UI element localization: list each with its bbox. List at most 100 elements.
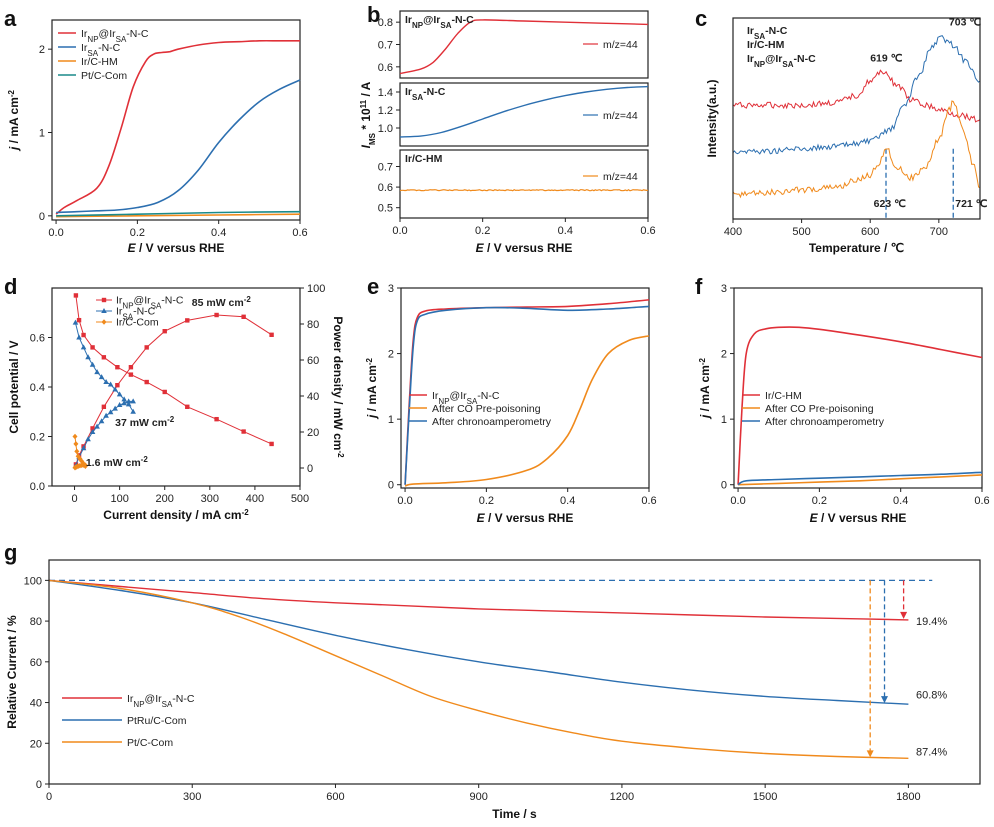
panel-d-annotation: 85 mW cm-2 <box>192 295 252 310</box>
panel-e-x-tick-label: 0.6 <box>641 495 656 507</box>
panel-g-legend-entry-part: PtRu/C-Com <box>127 715 187 727</box>
panel-c-series <box>732 69 981 123</box>
panel-a-legend-entry-part: Ir <box>81 42 88 54</box>
panel-d-point <box>125 398 132 404</box>
panel-c-legend-entry-part: Ir <box>747 53 754 65</box>
panel-d-point <box>269 441 274 447</box>
panel-a-series <box>56 210 301 217</box>
panel-a-legend-entry: IrNP@IrSA-N-C <box>81 28 149 44</box>
panel-g-legend-entry-part: Ir <box>127 693 134 705</box>
panel-a-x-tick-label: 0.6 <box>292 227 307 239</box>
panel-a-x-tick-label: 0.2 <box>130 227 145 239</box>
panel-g-x-tick-label: 1500 <box>753 791 777 803</box>
panel-f-legend-entry: After chronoamperometry <box>765 416 885 428</box>
panel-d-point <box>85 354 91 360</box>
panel-d-legend-entry-part: -N-C <box>133 306 156 318</box>
panel-g-axes <box>48 559 981 785</box>
panel-b-xlabel: E / V versus RHE <box>476 241 573 255</box>
panel-d-point <box>107 409 114 415</box>
panel-g-legend-entry: IrNP@IrSA-N-C <box>127 693 195 709</box>
panel-d-point <box>90 345 95 350</box>
panel-g-y-tick-label: 60 <box>30 657 42 669</box>
panel-d-point <box>75 453 81 460</box>
panel-f-ylabel-part: -2 <box>698 357 707 365</box>
panel-c-legend-entry-part: SA <box>754 32 765 41</box>
panel-d-legend-entry-part: -N-C <box>161 295 184 307</box>
panel-d-legend-entry-part: Ir/C-Com <box>116 317 159 329</box>
panel-g-arrowhead <box>866 750 874 758</box>
panel-d-point <box>76 317 82 323</box>
panel-label-e: e <box>367 274 379 299</box>
panel-b-ylabel: IMS * 1011 / A <box>359 81 377 148</box>
panel-a-x-tick-label: 0.0 <box>48 227 63 239</box>
panel-f-x-tick-label: 0.4 <box>893 495 908 507</box>
panel-c-annotation: 703 ℃ <box>949 16 981 28</box>
panel-b-series <box>399 188 649 192</box>
panel-b-mz-label: m/z=44 <box>603 110 638 122</box>
panel-b-y-tick-label: 0.5 <box>378 203 393 215</box>
panel-c-legend-entry-part: -N-C <box>765 25 788 37</box>
panel-a-axes <box>51 19 301 221</box>
panel-b-ylabel-part: MS <box>368 132 377 145</box>
panel-b-series <box>399 85 649 138</box>
panel-c-ylabel: Intensity(a.u.) <box>705 79 719 157</box>
panel-g-legend-entry-part: SA <box>162 700 173 709</box>
panel-f-ylabel-part: j <box>698 414 712 420</box>
panel-d-annotation-part: 37 mW cm <box>115 417 167 429</box>
panel-d-point <box>103 379 109 385</box>
panel-a-legend-entry: Ir/C-HM <box>81 56 118 68</box>
panel-d-y-tick-label: 0.0 <box>30 481 45 493</box>
panel-d-xlabel-part: Current density / mA cm <box>103 508 241 522</box>
panel-b-x-tick-label: 0.2 <box>475 225 490 237</box>
panel-label-a: a <box>4 6 17 31</box>
panel-c-x-tick-label: 700 <box>930 226 948 238</box>
panel-d-power-line <box>75 314 272 465</box>
panel-label-d: d <box>4 274 17 299</box>
panel-e-legend-entry: After chronoamperometry <box>432 416 552 428</box>
panel-f-legend-entry-part: After chronoamperometry <box>765 416 885 428</box>
panel-d-point <box>94 423 100 429</box>
panel-b-sublabel: IrNP@IrSA-N-C <box>405 14 474 30</box>
panel-c-annotation: 619 ℃ <box>870 53 902 65</box>
panel-c-legend-entry-part: -N-C <box>794 53 817 65</box>
panel-b-xlabel-part: / V versus RHE <box>484 241 573 255</box>
panel-d-point <box>130 398 136 404</box>
panel-f: f 0.0 0.2 0.4 0.6 0 1 2 3 E / V versus RHE j / mA … <box>695 274 990 525</box>
panel-e-legend-entry: IrNP@IrSA-N-C <box>432 390 500 406</box>
panel-b-y-tick-label: 1.4 <box>378 87 393 99</box>
panel-d-point <box>72 319 79 325</box>
panel-e-ylabel: j / mA cm-2 <box>365 357 380 420</box>
panel-d-point <box>101 404 107 409</box>
panel-d-point <box>101 355 107 360</box>
panel-d-x-tick-label: 0 <box>71 493 77 505</box>
panel-a-legend-entry-part: -N-C <box>126 28 149 40</box>
panel-d-point <box>90 426 95 431</box>
panel-a-ylabel-part: j <box>7 146 21 152</box>
panel-e-x-tick-label: 0.4 <box>560 495 575 507</box>
panel-a-xlabel-part: E <box>128 241 137 255</box>
panel-f-x-tick-label: 0.6 <box>974 495 989 507</box>
panel-g-series <box>48 579 909 621</box>
panel-c-x-tick-label: 500 <box>792 226 810 238</box>
panel-d-point <box>116 391 123 397</box>
panel-b-x-tick-label: 0.0 <box>392 225 407 237</box>
panel-d-annotation-part: -2 <box>244 295 252 304</box>
panel-e-ylabel-part: -2 <box>365 357 374 365</box>
panel-f-xlabel-part: / V versus RHE <box>818 511 907 525</box>
panel-f-ylabel-part: / mA cm <box>698 365 712 415</box>
panel-d-point <box>103 412 109 418</box>
panel-b-ylabel-part: * 10 <box>359 108 373 133</box>
panel-d-point <box>214 416 219 422</box>
panel-b-ylabel-part: 11 <box>359 99 368 108</box>
panel-g-y-tick-label: 0 <box>36 779 42 791</box>
panel-b-series <box>399 19 649 75</box>
panel-b-sublabel-part: SA <box>412 93 423 102</box>
panel-e-ylabel-part: / mA cm <box>365 365 379 415</box>
panel-d-point <box>98 418 105 424</box>
panel-d-annotation: 37 mW cm-2 <box>115 415 175 430</box>
panel-g-legend-entry-part: Pt/C-Com <box>127 737 173 749</box>
panel-d-legend-entry-part: Ir <box>116 306 123 318</box>
panel-b-sublabel-part: @Ir <box>423 14 440 26</box>
panel-c-legend-entry-part: NP <box>754 60 766 69</box>
panel-g-legend-entry: Pt/C-Com <box>127 737 173 749</box>
